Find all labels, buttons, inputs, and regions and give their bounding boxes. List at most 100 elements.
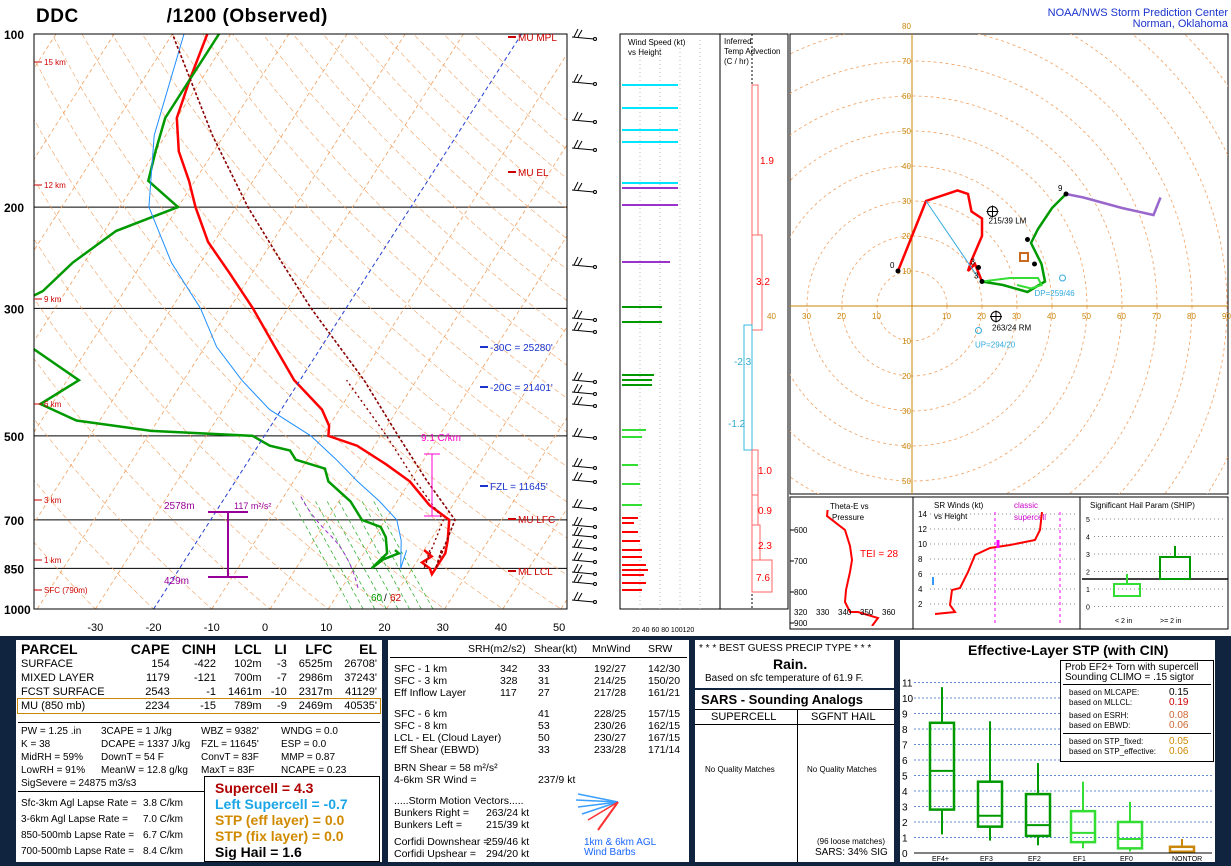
hodo-x-label: 60: [1117, 312, 1126, 321]
precip-note: Based on sfc temperature of 61.9 F.: [705, 673, 864, 684]
height-label: SFC (790m): [44, 586, 88, 595]
kin-srh: 342: [500, 663, 518, 675]
dry-adiabat: [34, 479, 155, 609]
wind-barb-flag: [573, 471, 579, 481]
kin-shear: 27: [538, 687, 550, 699]
sigsevere: SigSevere = 24875 m3/s3: [21, 778, 137, 789]
cell: -422: [193, 658, 216, 670]
fzl: FZL = 11645': [201, 739, 259, 750]
wind-speed-panel: Wind Speed (kt)vs Height 20 40 60 80 1001…: [619, 33, 721, 634]
isotherm: [34, 34, 231, 342]
hodo-ring-label: 20: [902, 372, 911, 381]
sars-col-supercell: SUPERCELL: [711, 711, 777, 723]
kin-row-label: Eff Shear (EBWD): [394, 744, 479, 756]
hodo-ring-label: 40: [902, 162, 911, 171]
moist-adiabat: [291, 501, 352, 609]
kin-srh: 117: [500, 687, 517, 699]
adv-title3: (C / hr): [724, 57, 749, 66]
srw-title1: SR Winds (kt): [934, 501, 984, 510]
kin-srw: 157/15: [648, 708, 681, 720]
wind-barb-dot: [593, 572, 597, 576]
wind-barb-flag: [573, 73, 579, 83]
cell: 40535': [344, 700, 377, 712]
kin-hdr-srh: SRH(m2/s2): [468, 643, 526, 655]
wind-barb-flag: [577, 29, 583, 38]
org-label: NOAA/NWS Storm Prediction Center Norman, …: [1048, 8, 1228, 30]
theta-x-tick: 320: [794, 608, 808, 617]
wind-barb-dot: [593, 436, 597, 440]
kin-row-label: Eff Inflow Layer: [394, 687, 467, 699]
stp-prob-box: Prob EF2+ Torn with supercell Sounding C…: [1060, 660, 1214, 762]
hodo-ring-label: 60: [902, 92, 911, 101]
table-row: FCST SURFACE 2543 -1 1461m -10 2317m 41129': [18, 685, 380, 699]
parcel-trace-2: [346, 379, 445, 569]
wind-barb-flag: [573, 395, 579, 405]
wind-barb: [571, 546, 595, 550]
parcel-hdr-2: CINH: [181, 641, 216, 657]
wind-barb-flag: [573, 111, 579, 121]
sars-nomatch1: No Quality Matches: [705, 765, 775, 774]
srw-y-tick: 4: [918, 585, 923, 594]
esp: ESP = 0.0: [281, 739, 327, 750]
stp-cat-label: NONTOR: [1172, 856, 1202, 862]
dry-adiabat: [262, 34, 567, 334]
temp-tick: 50: [553, 622, 565, 634]
srw-y-tick: 10: [918, 540, 927, 549]
ship-title: Significant Hail Param (SHIP): [1090, 501, 1195, 510]
brn-shear: BRN Shear = 58 m²/s²: [394, 762, 498, 774]
wind-barb-flag: [577, 384, 583, 393]
srw-y-tick: 6: [918, 570, 923, 579]
based-value: 0.05: [1169, 736, 1189, 747]
adv-frame: [719, 33, 789, 610]
sars-title: SARS - Sounding Analogs: [701, 692, 864, 707]
table-row: MIXED LAYER 1179 -121 700m -7 2986m 37243': [18, 671, 380, 685]
motion-value: 294/20 kt: [486, 848, 530, 860]
hodo-ring-label: 50: [902, 477, 911, 486]
pressure-tick: 200: [4, 201, 24, 215]
parcel-hdr-4: LI: [274, 641, 287, 657]
wind-barb: [571, 317, 595, 321]
wind-barb-flag: [573, 371, 579, 381]
table-row-mu: MU (850 mb) 2234 -15 789m -9 2469m 40535': [17, 698, 381, 714]
hodo-point: [979, 279, 985, 284]
wind-barb-dot: [593, 82, 597, 86]
stp-box: [1116, 820, 1144, 850]
lapse-value: 6.7 C/km: [143, 830, 184, 841]
temperature-line: [175, 34, 451, 578]
kin-mnwind: 217/28: [594, 687, 627, 699]
ship-y-tick: 0: [1086, 605, 1090, 612]
wind-barb: [571, 559, 595, 563]
wind-title: Wind Speed (kt): [628, 38, 686, 47]
adv-value: 2.3: [758, 541, 772, 552]
adv-title1: Inferred: [724, 37, 752, 46]
lapse-value: 7.0 C/km: [143, 814, 184, 825]
level-label: MU EL: [518, 168, 549, 179]
wind-barb-flag: [573, 181, 579, 191]
wind-barb-flag: [577, 257, 583, 266]
cell: 1461m: [227, 686, 262, 698]
kin-hdr-srw: SRW: [648, 643, 673, 655]
ship-y-tick: 3: [1086, 552, 1090, 559]
wind-barb: [571, 36, 595, 40]
hodo-ring-label: 40: [902, 442, 911, 451]
mean-wind: [1019, 252, 1029, 262]
stp-box: [928, 721, 956, 811]
based-label: based on STP_fixed:: [1069, 737, 1144, 746]
kin-mnwind: 214/25: [594, 675, 627, 687]
ship-y-tick: 5: [1086, 517, 1090, 524]
isotherm: [502, 507, 567, 609]
wind-barb-dot: [593, 547, 597, 551]
wind-barb-dot: [593, 190, 597, 194]
kin-srh: 328: [500, 675, 518, 687]
hodo-trace-3-9km: [981, 193, 1067, 294]
wind-barb-dot: [593, 120, 597, 124]
inflow-label: 117 m²/s²: [234, 501, 271, 511]
supercell-param: Supercell = 4.3: [215, 780, 314, 796]
isotherm: [444, 417, 567, 609]
dry-adiabat: [34, 541, 96, 609]
wind-barb: [571, 264, 595, 268]
height-label: 1 km: [44, 556, 62, 565]
kin-row-label: LCL - EL (Cloud Layer): [394, 732, 502, 744]
cell: MIXED LAYER: [21, 672, 95, 684]
